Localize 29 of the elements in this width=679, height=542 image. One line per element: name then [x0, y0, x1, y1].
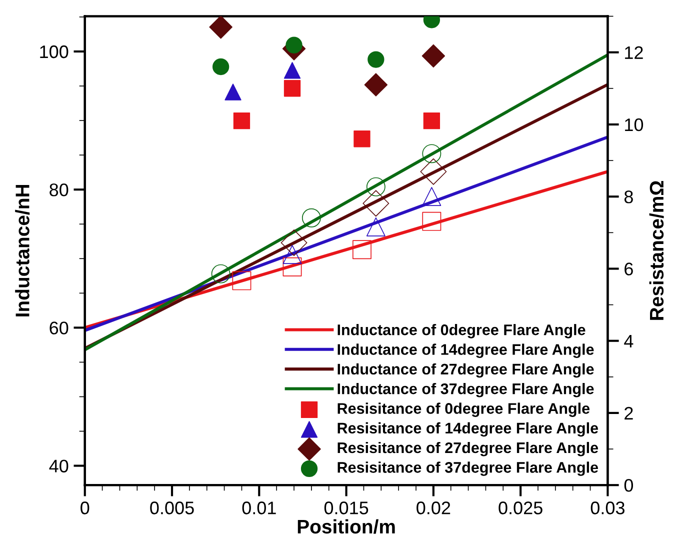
y-axis-title: Inductance/nH	[15, 184, 30, 316]
legend-label: Inductance of 37degree Flare Angle	[338, 382, 594, 398]
x-axis-title: Position/m	[298, 519, 395, 534]
y2-tick-label: 4	[624, 334, 634, 348]
y2-tick-label: 10	[625, 118, 644, 132]
legend-label: Resisitance of 37degree Flare Angle	[338, 462, 598, 476]
y2-tick-label: 12	[625, 46, 643, 59]
y-tick-label: 60	[50, 322, 68, 334]
y2-tick-label: 8	[624, 190, 633, 204]
x-tick-label: 0.015	[324, 502, 368, 514]
x-tick-label: 0.02	[416, 502, 450, 514]
legend-label: Resisitance of 14degree Flare Angle	[338, 422, 598, 437]
x-tick-label: 0.01	[242, 502, 276, 514]
x-tick-label: 0.03	[590, 502, 624, 514]
y-tick-label: 40	[49, 460, 68, 472]
x-tick-label: 0.005	[150, 502, 194, 514]
y2-tick-label: 6	[624, 262, 633, 276]
legend-label: Resisitance of 27degree Flare Angle	[338, 442, 598, 456]
x-tick-label: 0	[80, 502, 90, 514]
y2-tick-label: 2	[624, 406, 633, 420]
y-tick-label: 80	[50, 184, 68, 196]
y2-tick-label: 0	[624, 479, 634, 492]
y-tick-label: 100	[40, 45, 68, 58]
y2-axis-title: Resistance/mΩ	[649, 180, 664, 320]
legend-label: Resisitance of 0degree Flare Angle	[338, 402, 590, 417]
legend-label: Inductance of 14degree Flare Angle	[338, 344, 594, 358]
legend-label: Inductance of 0degree Flare Angle	[338, 324, 586, 338]
legend-label: Inductance of 27degree Flare Angle	[338, 363, 594, 378]
x-tick-label: 0.025	[498, 502, 542, 514]
